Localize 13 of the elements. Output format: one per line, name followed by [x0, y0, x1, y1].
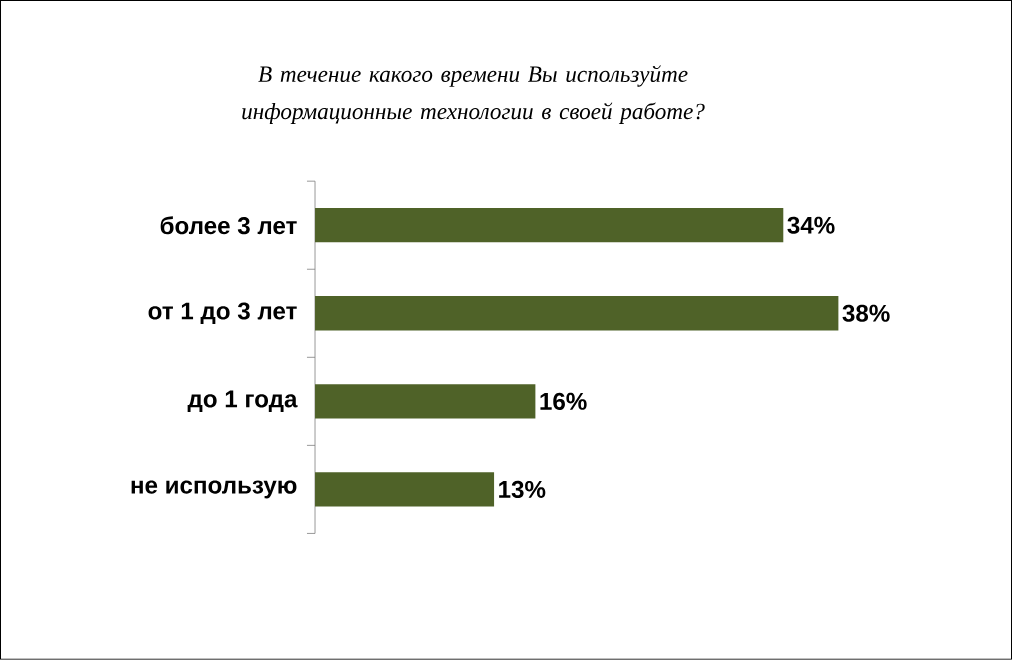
data-label: 13%	[499, 480, 546, 499]
data-label: 38%	[842, 304, 890, 322]
data-label: 34%	[787, 216, 835, 234]
data-label: 16%	[540, 392, 587, 411]
y-tick-label: более 3 лет	[160, 216, 297, 235]
bar	[315, 472, 495, 507]
y-tick-label: до 1 года	[187, 390, 298, 413]
y-tick-label: от 1 до 3 лет	[148, 302, 297, 325]
y-tick-label: не использую	[131, 480, 297, 499]
bar	[315, 296, 839, 331]
chart-title: В течение какого времени Вы используйте информационные технологии в своей работе?	[242, 65, 705, 125]
bar	[315, 208, 784, 243]
bar	[315, 384, 536, 419]
